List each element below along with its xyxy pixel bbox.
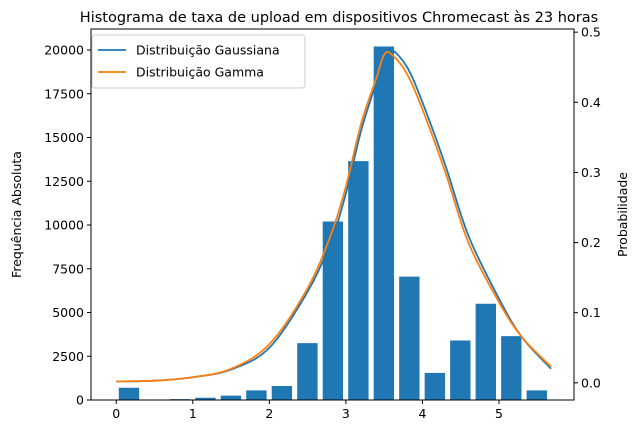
y-axis-left: 0 2500 5000 7500 10000 12500 15000 17500 20000 (44, 43, 91, 408)
histogram-bar-15 (526, 390, 547, 401)
histogram-bar-2 (195, 397, 216, 400)
y2-tick-label-2: 0.2 (581, 235, 601, 250)
histogram-bar-12 (450, 340, 471, 400)
histogram-bar-13 (475, 303, 496, 400)
plot-frame (90, 28, 575, 401)
x-tick-label-5: 5 (495, 406, 503, 421)
y-axis-title: Frequência Absoluta (9, 151, 24, 278)
y-tick-label-4: 10000 (44, 218, 84, 233)
y-tick-label-1: 2500 (52, 349, 84, 364)
y-tick-label-5: 12500 (44, 174, 84, 189)
distribution-curves (116, 47, 552, 383)
y-tick-label-6: 15000 (44, 130, 84, 145)
x-tick-label-3: 3 (342, 406, 350, 421)
histogram-bar-4 (246, 390, 267, 401)
y2-tick-label-3: 0.3 (581, 165, 601, 180)
histogram-bar-3 (220, 395, 242, 401)
y-tick-label-8: 20000 (44, 43, 84, 58)
y2-axis-title: Probabilidade (615, 172, 630, 257)
histogram-bar-8 (348, 161, 369, 401)
x-axis: 0 1 2 3 4 5 (112, 400, 503, 421)
legend-label-gamma: Distribuição Gamma (136, 65, 264, 80)
y-tick-label-2: 5000 (52, 305, 84, 320)
legend-box (91, 34, 306, 89)
histogram-bar-5 (271, 386, 293, 400)
histogram-bar-14 (501, 336, 522, 401)
x-tick-label-1: 1 (189, 406, 197, 421)
histogram-bar-0 (118, 387, 140, 400)
y-tick-label-3: 7500 (52, 261, 84, 276)
bars (118, 46, 547, 401)
histogram-bar-9 (373, 46, 395, 400)
y-tick-label-0: 0 (76, 393, 84, 408)
x-tick-label-4: 4 (418, 406, 426, 421)
legend: Distribuição Gaussiana Distribuição Gamm… (91, 34, 306, 89)
y2-tick-label-0: 0.0 (581, 375, 601, 390)
y-tick-label-7: 17500 (44, 86, 84, 101)
y2-tick-label-5: 0.5 (581, 25, 601, 40)
legend-label-gaussian: Distribuição Gaussiana (136, 43, 280, 58)
histogram-bar-10 (399, 276, 420, 401)
histogram-bar-11 (424, 372, 446, 401)
histogram-bar-7 (322, 221, 344, 400)
x-tick-label-0: 0 (112, 406, 120, 421)
x-tick-label-2: 2 (265, 406, 273, 421)
y2-tick-label-1: 0.1 (581, 305, 601, 320)
chart-title: Histograma de taxa de upload em disposit… (80, 10, 598, 26)
y2-tick-label-4: 0.4 (581, 95, 601, 110)
series-line-1 (116, 51, 552, 383)
histogram-bar-6 (297, 343, 318, 401)
y-axis-right: 0.0 0.1 0.2 0.3 0.4 0.5 (574, 25, 601, 390)
